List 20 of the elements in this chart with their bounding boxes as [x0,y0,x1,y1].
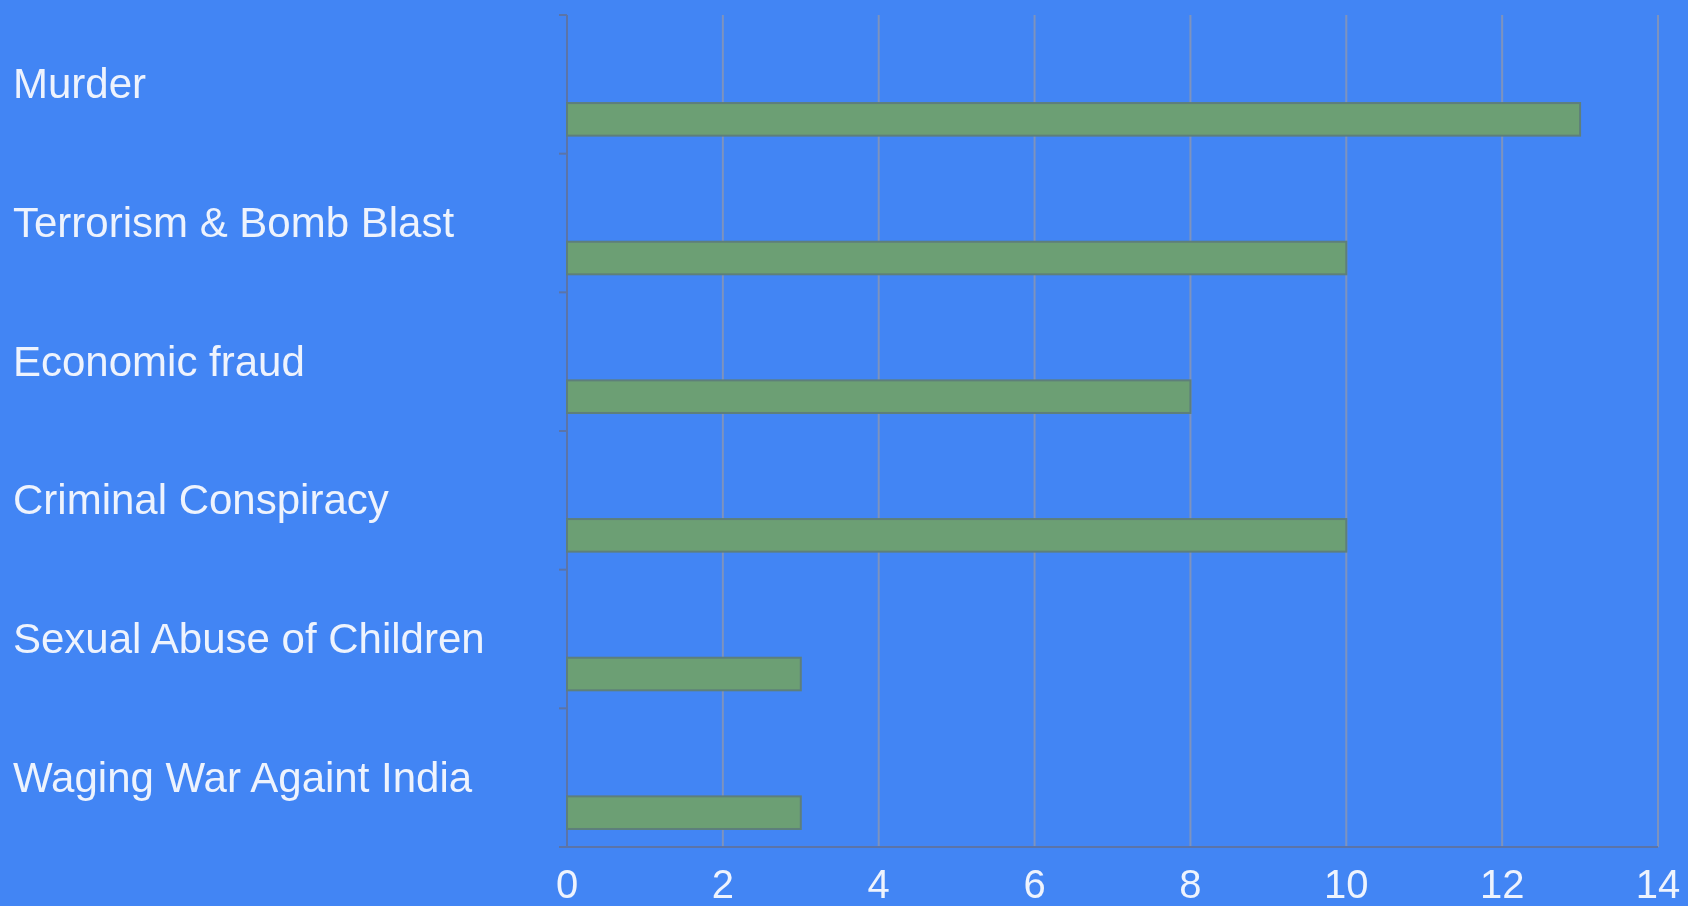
x-tick-label: 2 [711,862,734,906]
x-tick-label: 12 [1479,862,1525,906]
bar [566,240,1348,276]
bar [566,102,1582,137]
x-tick-label: 6 [1023,862,1046,906]
y-tick-label: Terrorism & Bomb Blast [13,199,455,246]
bar [566,379,1192,414]
x-tick-label: 14 [1635,862,1681,906]
y-tick-label: Waging War Againt India [13,753,473,801]
x-tick-label: 10 [1324,862,1369,906]
x-tick-label: 0 [555,862,579,906]
x-tick-label: 8 [1179,862,1202,906]
y-tick-label: Criminal Conspiracy [13,476,389,524]
y-tick-label: Economic fraud [13,337,305,385]
bar [566,656,802,692]
y-tick-label: Sexual Abuse of Children [13,615,485,662]
x-tick-label: 4 [867,862,890,906]
bar [566,795,802,830]
bar [566,518,1348,553]
y-tick-label: Murder [13,60,147,108]
